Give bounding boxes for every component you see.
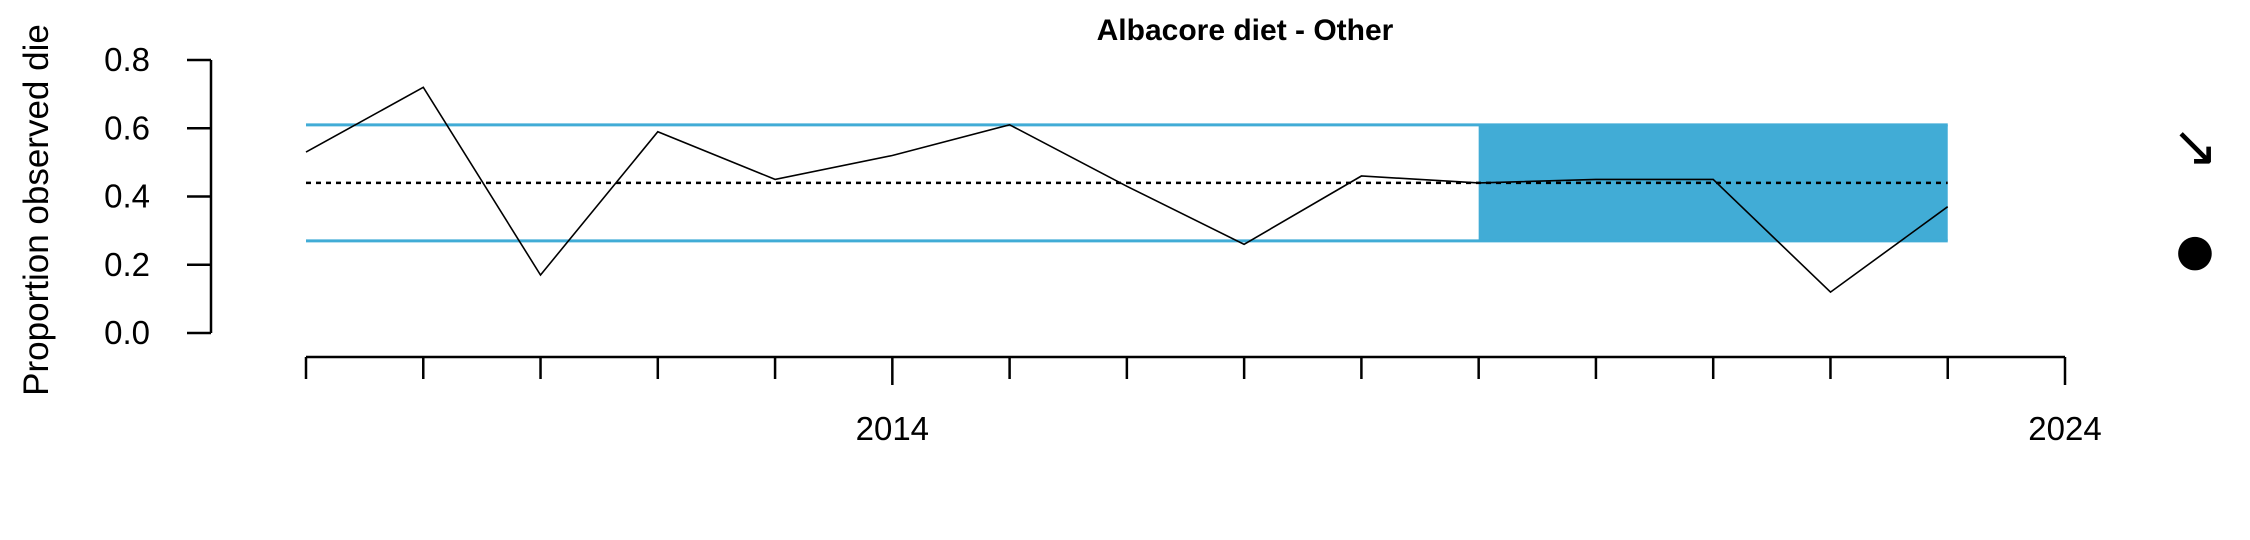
plot-area [305,86,1949,294]
y-tick-label: 0.6 [104,109,150,146]
trend-arrow-icon: ↘ [2172,114,2219,179]
y-axis: 0.0 0.2 0.4 0.6 0.8 [104,41,213,351]
y-tick-label: 0.2 [104,246,150,283]
chart-title: Albacore diet - Other [1097,14,1394,47]
mean-status-dot-icon: ● [2176,225,2214,276]
y-tick-label: 0.4 [104,178,150,215]
x-tick-label: 2024 [2028,410,2101,447]
series-line [305,86,1949,294]
y-axis-label: Proportion observed die [17,24,56,396]
y-tick-label: 0.8 [104,41,150,78]
x-axis: 2014 2024 [304,355,2102,447]
y-tick-label: 0.0 [104,314,150,351]
x-tick-label: 2014 [856,410,929,447]
